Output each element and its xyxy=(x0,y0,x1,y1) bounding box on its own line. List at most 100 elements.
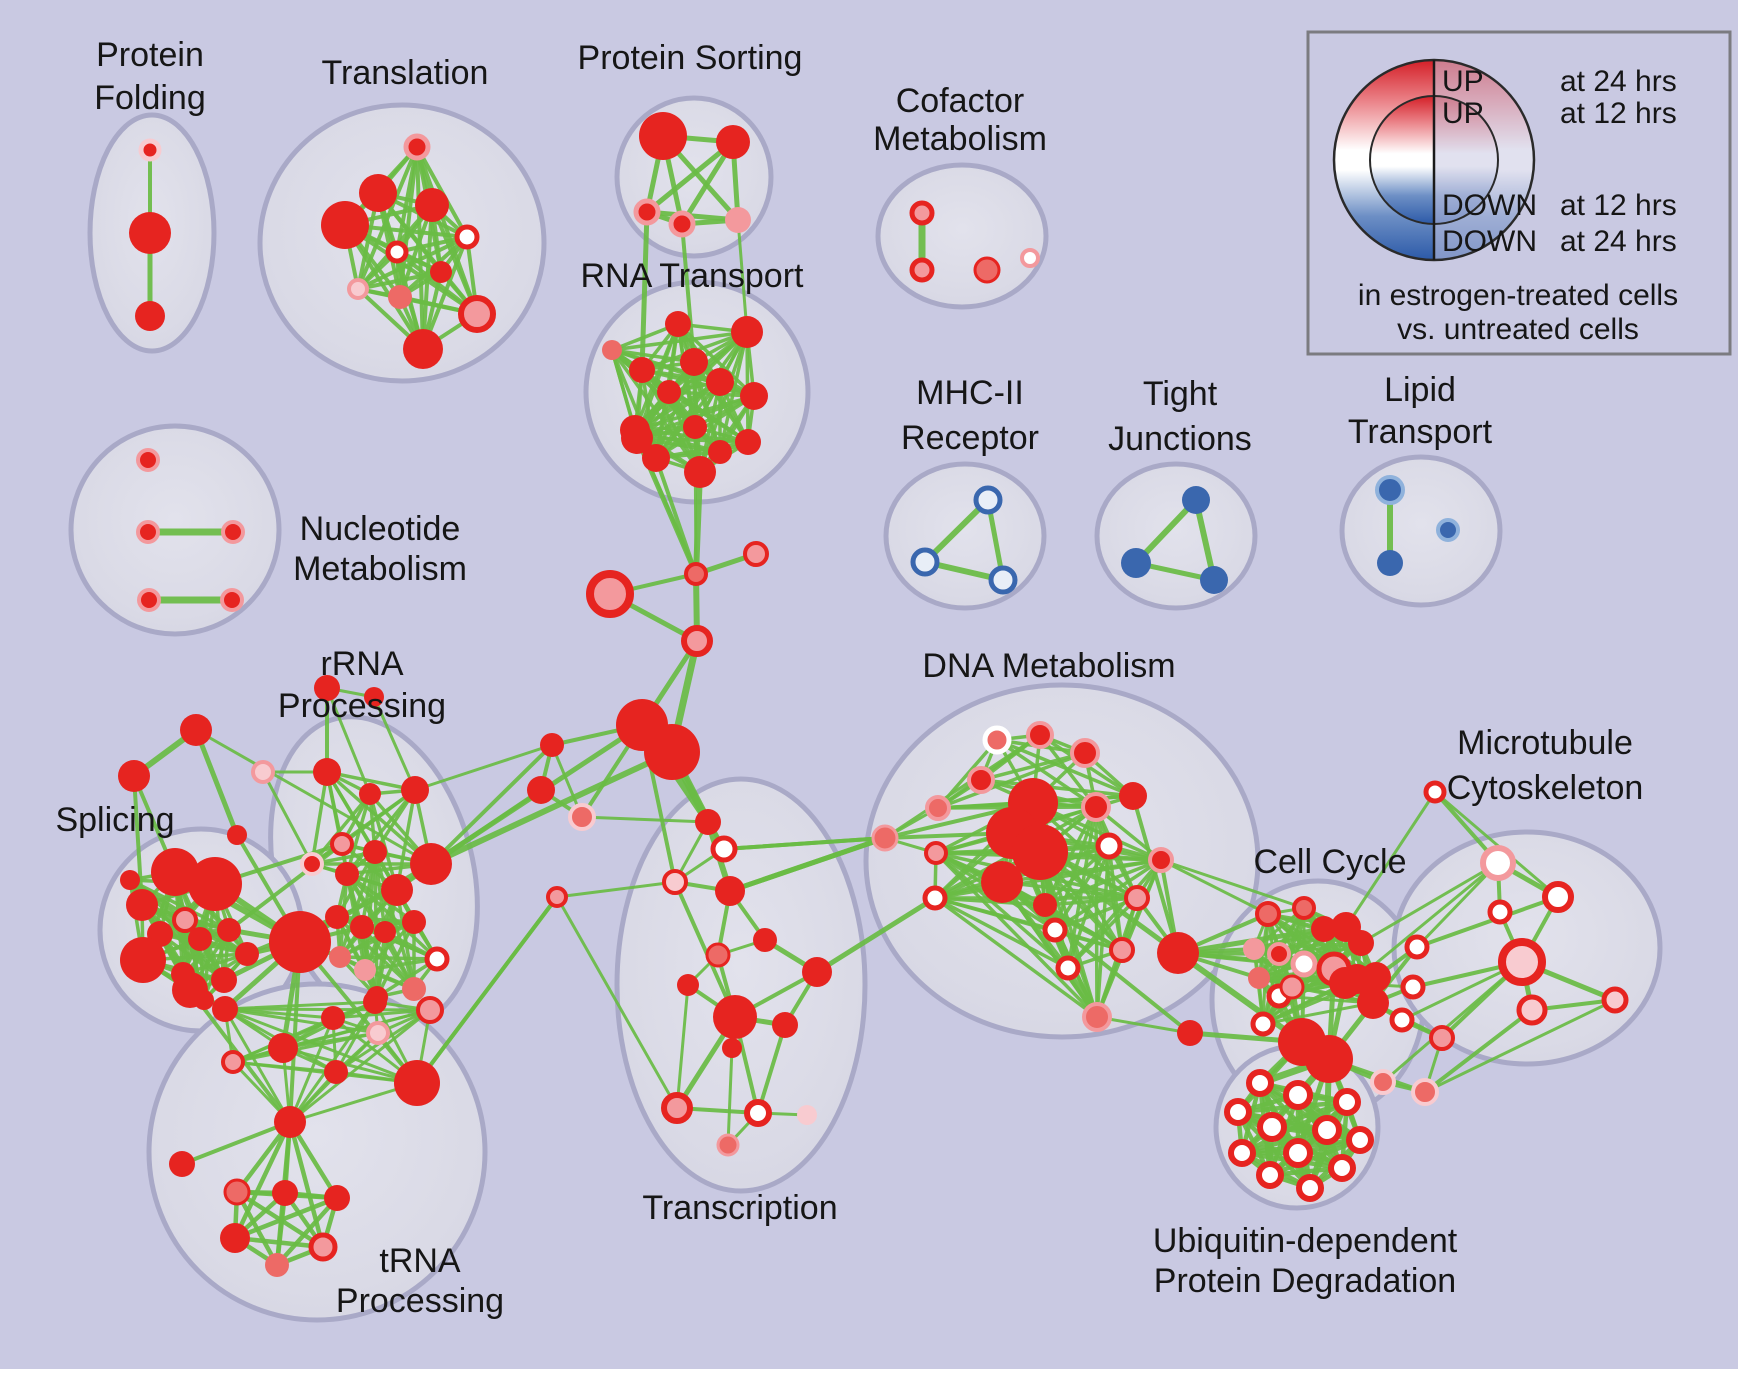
graph-node xyxy=(1436,518,1460,542)
graph-edge xyxy=(979,751,1087,782)
cluster-label-lipid-transport: Lipid xyxy=(1384,371,1456,409)
graph-node xyxy=(330,832,354,856)
cluster-label-cofactor-metabolism: Metabolism xyxy=(873,120,1047,158)
graph-node xyxy=(1012,824,1068,880)
cluster-label-microtubule-cytoskeleton: Microtubule xyxy=(1457,724,1633,762)
graph-edge xyxy=(934,851,1070,970)
graph-node xyxy=(1292,896,1316,920)
graph-edge xyxy=(429,743,554,866)
graph-node xyxy=(772,1012,798,1038)
graph-node xyxy=(169,1151,195,1177)
graph-node xyxy=(1404,934,1430,960)
graph-node xyxy=(1228,1139,1256,1167)
graph-edge xyxy=(413,743,554,792)
graph-edge xyxy=(933,858,1163,900)
graph-node xyxy=(1279,974,1305,1000)
cluster-label-dna-metabolism: DNA Metabolism xyxy=(922,647,1175,685)
graph-node xyxy=(265,1253,289,1277)
graph-node xyxy=(402,977,426,1001)
graph-node xyxy=(925,795,951,821)
cluster-label-cofactor-metabolism: Cofactor xyxy=(896,82,1025,120)
graph-node xyxy=(981,861,1023,903)
graph-edge xyxy=(1415,861,1500,949)
legend-faded-half xyxy=(1434,60,1534,260)
graph-node xyxy=(731,316,763,348)
legend-row-dir: UP xyxy=(1442,65,1484,98)
graph-node xyxy=(1423,780,1447,804)
graph-node xyxy=(188,857,242,911)
graph-node xyxy=(910,547,940,577)
graph-node xyxy=(1119,782,1147,810)
graph-node xyxy=(1182,486,1210,514)
graph-node xyxy=(321,201,369,249)
graph-node xyxy=(1357,987,1389,1019)
graph-node xyxy=(212,996,238,1022)
cluster-label-trna-processing: tRNA xyxy=(379,1242,461,1280)
legend-row-time: at 12 hrs xyxy=(1560,97,1677,130)
cluster-label-transcription: Transcription xyxy=(642,1189,837,1227)
graph-node xyxy=(909,257,935,283)
legend-row-time: at 12 hrs xyxy=(1560,189,1677,222)
graph-node xyxy=(1487,899,1513,925)
graph-node xyxy=(1283,1138,1313,1168)
graph-edge xyxy=(727,835,888,894)
graph-node xyxy=(1055,955,1081,981)
graph-node xyxy=(725,207,751,233)
graph-node xyxy=(1348,930,1374,956)
graph-node xyxy=(602,340,622,360)
graph-node xyxy=(430,261,452,283)
graph-node xyxy=(710,835,738,863)
graph-node xyxy=(743,541,769,567)
cluster-label-rrna-processing: Processing xyxy=(278,687,446,725)
graph-node xyxy=(1020,248,1040,268)
graph-edge xyxy=(934,851,1099,1019)
graph-node xyxy=(1429,1025,1455,1051)
graph-node xyxy=(1498,938,1546,986)
graph-edge xyxy=(693,425,698,576)
graph-node xyxy=(350,915,374,939)
graph-node xyxy=(300,852,324,876)
graph-edge xyxy=(310,770,329,866)
graph-node xyxy=(982,725,1012,755)
graph-node xyxy=(385,240,409,264)
graph-node xyxy=(568,803,596,831)
graph-node xyxy=(540,733,564,757)
graph-node xyxy=(668,210,696,238)
graph-edge xyxy=(936,751,1087,810)
graph-node xyxy=(410,843,452,885)
graph-node xyxy=(324,1060,348,1084)
graph-node xyxy=(1081,792,1111,822)
cluster-label-mhc-ii-receptor: Receptor xyxy=(901,419,1039,457)
legend-footer-line1: in estrogen-treated cells xyxy=(1358,279,1678,312)
graph-node xyxy=(1250,1011,1276,1037)
graph-node xyxy=(744,1099,772,1127)
graph-node xyxy=(415,188,449,222)
graph-node xyxy=(1148,847,1174,873)
graph-node xyxy=(227,825,247,845)
graph-edge xyxy=(635,436,750,444)
cluster-label-nucleotide-metabolism: Nucleotide xyxy=(300,510,461,548)
graph-node xyxy=(403,133,431,161)
graph-node xyxy=(740,382,768,410)
graph-edge xyxy=(232,1195,340,1241)
graph-node xyxy=(1026,721,1054,749)
graph-node xyxy=(922,885,948,911)
legend-box xyxy=(1306,30,1732,356)
graph-node xyxy=(1305,1035,1353,1083)
cluster-tight-junctions xyxy=(1094,461,1258,611)
graph-node xyxy=(220,588,244,612)
graph-node xyxy=(586,570,634,618)
graph-edge xyxy=(421,235,469,351)
graph-node xyxy=(458,295,496,333)
graph-node xyxy=(314,675,340,701)
graph-node xyxy=(644,724,700,780)
graph-node xyxy=(363,990,387,1014)
graph-edge xyxy=(580,815,710,824)
graph-node xyxy=(1542,881,1574,913)
graph-edge xyxy=(345,788,417,876)
graph-node xyxy=(364,687,384,707)
graph-node xyxy=(251,760,275,784)
graph-edge xyxy=(555,895,679,1110)
cluster-labels: Protein Folding Translation Protein Sorting… xyxy=(55,36,1643,1320)
graph-node xyxy=(274,1106,306,1138)
